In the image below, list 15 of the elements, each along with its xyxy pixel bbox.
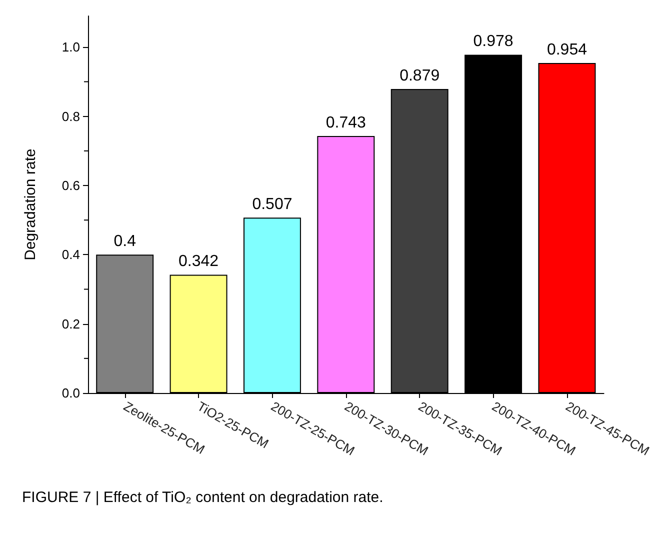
y-tick-label: 0.4 [62, 247, 80, 262]
y-tick-label: 1.0 [62, 40, 80, 55]
data-label: 0.342 [178, 253, 219, 270]
caption: FIGURE 7 | Effect of TiO₂ content on degradation rate. [22, 489, 384, 506]
data-label: 0.879 [400, 67, 440, 84]
data-label: 0.954 [546, 42, 588, 59]
y-tick-label: 0.2 [62, 316, 80, 332]
y-tick-label: 0.0 [62, 386, 80, 400]
y-axis-title: Degradation rate [22, 148, 39, 260]
data-label: 0.4 [114, 233, 136, 250]
data-label: 0.743 [326, 114, 366, 132]
y-tick-label: 0.8 [62, 108, 80, 124]
data-label: 0.507 [252, 196, 292, 214]
data-label: 0.978 [473, 33, 514, 50]
y-tick-label: 0.6 [62, 178, 80, 193]
